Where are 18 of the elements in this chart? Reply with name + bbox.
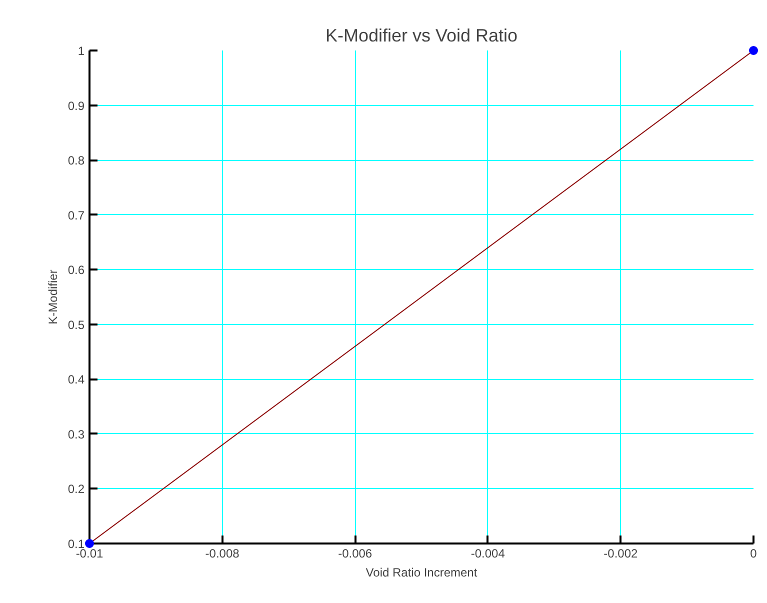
- y-tick-label: 0.5: [68, 318, 85, 332]
- x-tick-label: -0.004: [470, 546, 506, 560]
- y-tick-label: 0.2: [68, 482, 85, 496]
- y-tick-label: 0.6: [68, 263, 85, 278]
- y-tick-label: 0.8: [68, 154, 85, 168]
- x-tick-label: -0.01: [76, 546, 104, 560]
- y-tick-label: 1: [78, 44, 85, 58]
- chart-title: K-Modifier vs Void Ratio: [325, 26, 518, 46]
- x-tick-label: 0: [750, 546, 758, 560]
- x-tick-label: -0.008: [205, 546, 240, 560]
- x-tick-label: -0.006: [338, 546, 372, 560]
- y-tick-label: 0.9: [68, 98, 85, 113]
- y-tick-label: 0.7: [68, 208, 85, 222]
- y-tick-label: 0.4: [68, 372, 85, 387]
- x-axis-title: Void Ratio Increment: [366, 566, 478, 580]
- y-axis-title: K-Modifier: [46, 270, 60, 324]
- y-tick-label: 0.3: [68, 427, 85, 442]
- x-tick-label: -0.002: [604, 546, 638, 560]
